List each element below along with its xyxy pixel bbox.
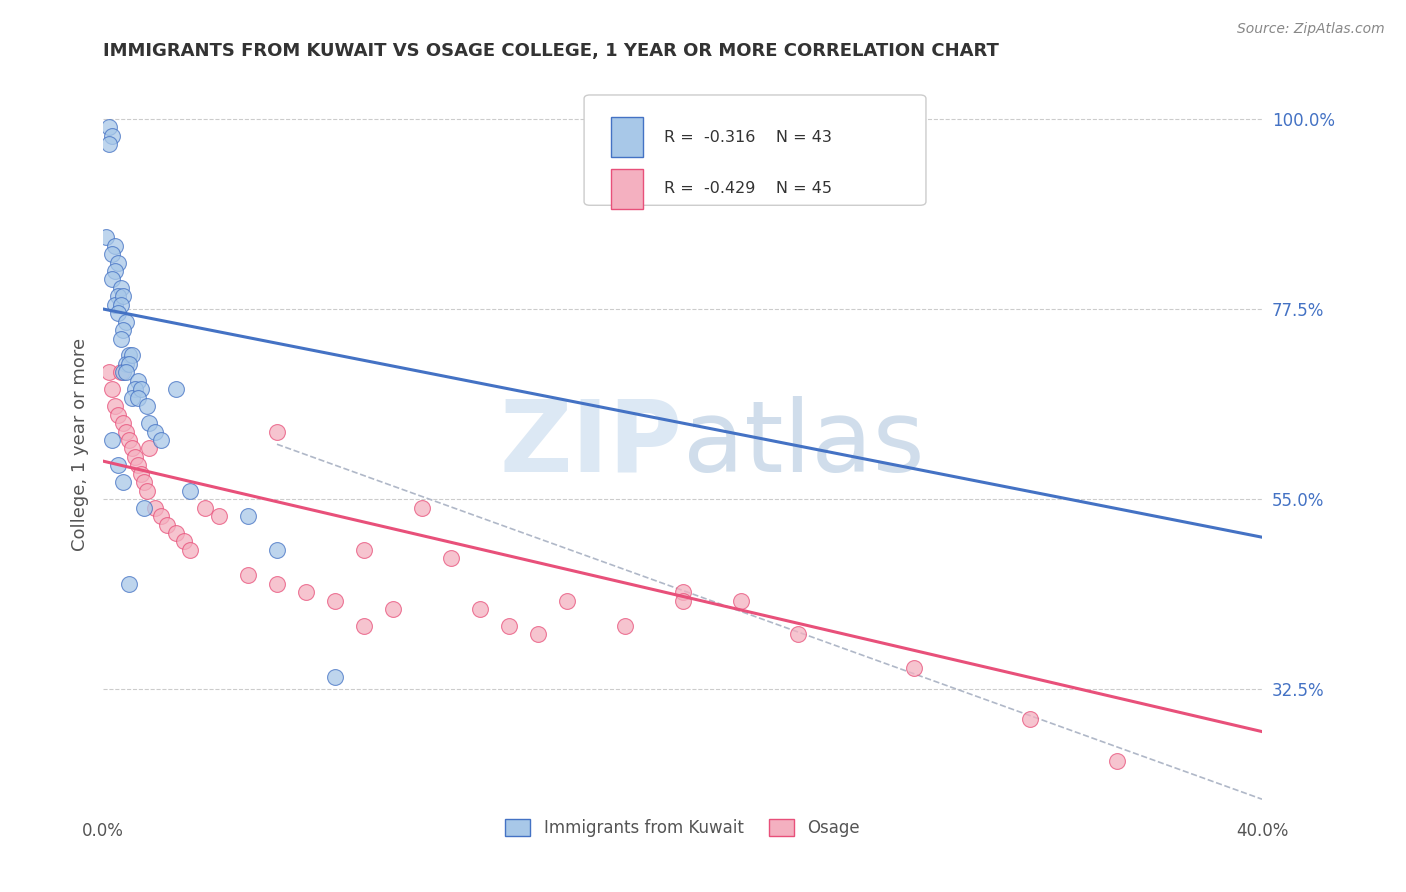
Point xyxy=(121,349,143,363)
Point xyxy=(115,365,138,379)
Point xyxy=(266,542,288,557)
Point xyxy=(107,289,129,303)
Point xyxy=(112,416,135,430)
FancyBboxPatch shape xyxy=(610,117,643,158)
Point xyxy=(381,602,404,616)
Point xyxy=(104,238,127,252)
Point xyxy=(124,382,146,396)
Point xyxy=(115,425,138,439)
Point xyxy=(101,247,124,261)
Point xyxy=(112,323,135,337)
Point xyxy=(555,593,578,607)
Point xyxy=(115,315,138,329)
Point xyxy=(110,365,132,379)
Point xyxy=(411,500,433,515)
Point xyxy=(110,298,132,312)
Point xyxy=(179,542,201,557)
Point xyxy=(94,230,117,244)
Point xyxy=(107,458,129,473)
Point xyxy=(323,593,346,607)
Point xyxy=(107,255,129,269)
Point xyxy=(266,425,288,439)
Point xyxy=(104,298,127,312)
Point xyxy=(266,576,288,591)
Text: IMMIGRANTS FROM KUWAIT VS OSAGE COLLEGE, 1 YEAR OR MORE CORRELATION CHART: IMMIGRANTS FROM KUWAIT VS OSAGE COLLEGE,… xyxy=(103,42,1000,60)
Point xyxy=(295,585,318,599)
Point xyxy=(101,382,124,396)
Point xyxy=(156,517,179,532)
Point xyxy=(353,542,375,557)
Point xyxy=(613,619,636,633)
Point xyxy=(127,391,149,405)
Point xyxy=(323,670,346,684)
Point xyxy=(208,509,231,524)
Text: R =  -0.316    N = 43: R = -0.316 N = 43 xyxy=(664,129,832,145)
Point xyxy=(118,576,141,591)
Point xyxy=(135,399,157,413)
Point xyxy=(132,475,155,490)
Point xyxy=(138,416,160,430)
Point xyxy=(165,382,187,396)
Point xyxy=(101,128,124,143)
Point xyxy=(112,289,135,303)
Point xyxy=(173,534,195,549)
Point xyxy=(498,619,520,633)
Point xyxy=(112,475,135,490)
Point xyxy=(115,357,138,371)
Point xyxy=(179,483,201,498)
Point xyxy=(903,661,925,675)
Point xyxy=(107,306,129,320)
FancyBboxPatch shape xyxy=(583,95,927,205)
Point xyxy=(468,602,491,616)
Point xyxy=(787,627,810,641)
Point xyxy=(671,585,693,599)
Point xyxy=(121,442,143,456)
Point xyxy=(132,500,155,515)
Point xyxy=(112,365,135,379)
Point xyxy=(101,433,124,447)
Point xyxy=(101,272,124,286)
Point xyxy=(127,374,149,388)
Point xyxy=(671,593,693,607)
Point xyxy=(1107,754,1129,768)
Point xyxy=(121,391,143,405)
Point xyxy=(110,332,132,346)
Text: ZIP: ZIP xyxy=(499,396,682,492)
Point xyxy=(118,433,141,447)
Text: atlas: atlas xyxy=(682,396,924,492)
Text: R =  -0.429    N = 45: R = -0.429 N = 45 xyxy=(664,181,832,196)
Point xyxy=(97,120,120,135)
Point xyxy=(118,349,141,363)
FancyBboxPatch shape xyxy=(610,169,643,209)
Y-axis label: College, 1 year or more: College, 1 year or more xyxy=(72,338,89,550)
Text: Source: ZipAtlas.com: Source: ZipAtlas.com xyxy=(1237,22,1385,37)
Legend: Immigrants from Kuwait, Osage: Immigrants from Kuwait, Osage xyxy=(499,813,866,844)
Point xyxy=(129,382,152,396)
Point xyxy=(730,593,752,607)
Point xyxy=(1019,712,1042,726)
Point xyxy=(107,408,129,422)
Point xyxy=(440,551,463,566)
Point xyxy=(143,425,166,439)
Point xyxy=(138,442,160,456)
Point xyxy=(143,500,166,515)
Point xyxy=(150,433,173,447)
Point xyxy=(124,450,146,464)
Point xyxy=(150,509,173,524)
Point xyxy=(110,281,132,295)
Point xyxy=(104,399,127,413)
Point xyxy=(97,137,120,152)
Point xyxy=(526,627,548,641)
Point xyxy=(193,500,215,515)
Point xyxy=(104,264,127,278)
Point xyxy=(129,467,152,481)
Point xyxy=(236,568,259,582)
Point xyxy=(353,619,375,633)
Point xyxy=(118,357,141,371)
Point xyxy=(165,526,187,541)
Point xyxy=(135,483,157,498)
Point xyxy=(127,458,149,473)
Point xyxy=(97,365,120,379)
Point xyxy=(236,509,259,524)
